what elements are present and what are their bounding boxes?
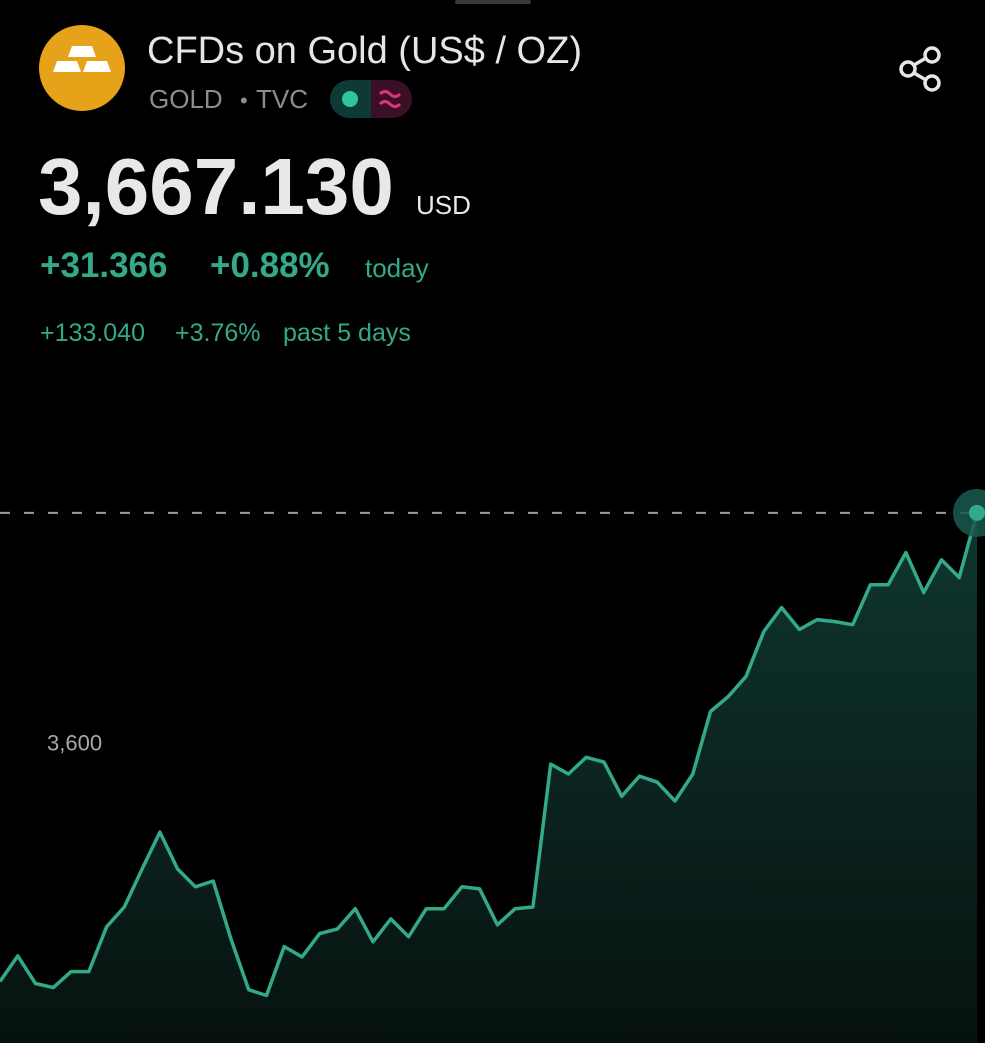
exchange: TVC bbox=[256, 84, 308, 114]
change: +31.366 bbox=[40, 246, 168, 285]
notch bbox=[455, 0, 531, 4]
five-day-change-percent: +3.76% bbox=[175, 319, 261, 347]
area bbox=[0, 512, 977, 1043]
y-tick-label: 3,600 bbox=[47, 730, 102, 755]
share-button[interactable] bbox=[899, 46, 941, 92]
separator: • bbox=[240, 88, 248, 113]
change-percent: +0.88% bbox=[210, 246, 330, 285]
currency: USD bbox=[416, 190, 471, 220]
title: CFDs on Gold (US$ / OZ) bbox=[147, 30, 582, 72]
price-line bbox=[0, 512, 979, 998]
logo bbox=[39, 25, 125, 111]
five-day-period: past 5 days bbox=[283, 319, 411, 347]
last-price-dot bbox=[969, 504, 985, 521]
change-period: today bbox=[365, 253, 429, 283]
status-badge bbox=[330, 80, 412, 118]
symbol: GOLD bbox=[149, 84, 223, 114]
five-day-change: +133.040 bbox=[40, 319, 145, 347]
price-chart: 3,600 bbox=[0, 488, 985, 1043]
price: 3,667.130 bbox=[38, 142, 394, 231]
